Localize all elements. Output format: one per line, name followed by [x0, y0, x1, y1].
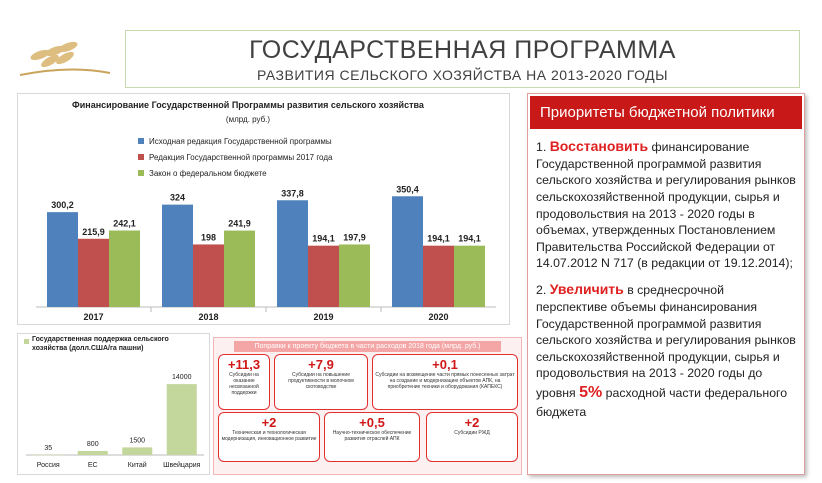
- legend-swatch: [138, 138, 144, 144]
- chart-title: Государственная поддержка сельского хозя…: [32, 336, 169, 353]
- amendment-box: +11,3 Субсидии на оказание несвязанной по…: [218, 354, 270, 410]
- x-tick-label: 2017: [83, 312, 103, 322]
- value-label: 194,1: [458, 234, 481, 244]
- legend-swatch: [138, 154, 144, 160]
- amendment-value: +2: [464, 415, 480, 430]
- amendment-text: Субсидии на оказание несвязанной поддерж…: [229, 372, 259, 396]
- amendment-text: Субсидии на повышение продуктивности в м…: [288, 372, 354, 390]
- chart-support: Государственная поддержка сельского хозя…: [17, 333, 210, 475]
- value-label: 194,1: [427, 234, 450, 244]
- value-label: 194,1: [312, 234, 335, 244]
- wheat-icon: [19, 41, 111, 76]
- chart-funding: Финансирование Государственной Программы…: [17, 93, 510, 325]
- priority-text: финансирование Государственной программо…: [536, 140, 796, 271]
- bar: [162, 204, 193, 307]
- priority-emphasis: Восстановить: [549, 138, 649, 154]
- amendment-box: +0,5 Научно-техническое обеспечение разви…: [324, 412, 420, 462]
- value-label: 300,2: [51, 200, 74, 210]
- header-subtitle: РАЗВИТИЯ СЕЛЬСКОГО ХОЗЯЙСТВА НА 2013-202…: [256, 67, 669, 83]
- value-label: 337,8: [281, 188, 304, 198]
- bar: [78, 238, 109, 307]
- legend-label: Исходная редакция Государственной програ…: [149, 137, 332, 146]
- value-label: 800: [87, 441, 99, 448]
- amendment-value: +7,9: [308, 357, 334, 372]
- legend-label: Редакция Государственной программы 2017 …: [149, 153, 333, 162]
- bar: [47, 212, 78, 307]
- value-label: 14000: [172, 374, 192, 381]
- amendment-text: Субсидии РЖД: [454, 430, 490, 436]
- header: ГОСУДАРСТВЕННАЯ ПРОГРАММА РАЗВИТИЯ СЕЛЬС…: [125, 30, 800, 88]
- header-title: ГОСУДАРСТВЕННАЯ ПРОГРАММА: [249, 36, 676, 64]
- bar: [308, 245, 339, 307]
- amendment-box: +2 Техническая и технологическая модерниз…: [218, 412, 320, 462]
- amendment-box: +2 Субсидии РЖД: [426, 412, 518, 462]
- x-tick-label: Швейцария: [163, 461, 201, 469]
- x-tick-label: Китай: [128, 461, 147, 469]
- bar: [166, 384, 197, 455]
- bar: [423, 245, 454, 307]
- x-tick-label: ЕС: [88, 462, 98, 469]
- amendments: Поправки к проекту бюджета в части расхо…: [213, 337, 522, 475]
- bar: [392, 196, 423, 307]
- priorities: Приоритеты бюджетной политики 1. Восстан…: [527, 93, 805, 475]
- priority-emphasis: 5%: [579, 383, 603, 401]
- amendment-text: Техническая и технологическая модернизац…: [221, 430, 317, 442]
- priority-item: 2. Увеличить в среднесрочной перспективе…: [528, 274, 804, 422]
- value-label: 241,9: [228, 219, 251, 229]
- priority-text: 2.: [536, 283, 550, 298]
- priority-text: 1.: [536, 140, 550, 154]
- legend-swatch: [138, 170, 144, 176]
- amendment-box: +7,9 Субсидии на повышение продуктивности…: [274, 354, 368, 410]
- chart-subtitle: (млрд. руб.): [226, 115, 270, 124]
- value-label: 215,9: [82, 227, 105, 237]
- bar: [77, 450, 108, 455]
- amendment-box: +0,1 Субсидии на возмещение части прямых …: [372, 354, 518, 410]
- amendment-value: +0,5: [359, 415, 385, 430]
- bar: [33, 454, 64, 456]
- priority-item: 1. Восстановить финансирование Государст…: [528, 131, 804, 274]
- x-tick-label: 2018: [198, 312, 218, 322]
- bar: [277, 200, 308, 307]
- amendments-title: Поправки к проекту бюджета в части расхо…: [234, 341, 501, 352]
- bar: [339, 244, 370, 307]
- value-label: 198: [201, 232, 216, 242]
- legend-swatch: [24, 339, 29, 344]
- x-tick-label: 2020: [428, 312, 448, 322]
- bar: [109, 230, 140, 307]
- legend-label: Закон о федеральном бюджете: [149, 169, 267, 178]
- bar: [122, 447, 153, 455]
- priority-emphasis: Увеличить: [549, 281, 624, 298]
- value-label: 350,4: [396, 184, 419, 194]
- value-label: 1500: [129, 437, 145, 444]
- amendment-text: Субсидии на возмещение части прямых поне…: [375, 372, 515, 390]
- value-label: 324: [170, 193, 185, 203]
- bar: [193, 244, 224, 307]
- amendment-value: +11,3: [227, 357, 261, 372]
- chart-title: Финансирование Государственной Программы…: [72, 100, 425, 110]
- value-label: 35: [44, 445, 52, 452]
- amendment-text: Научно-техническое обеспечение развития …: [332, 430, 412, 442]
- x-tick-label: Россия: [37, 462, 60, 469]
- value-label: 197,9: [343, 232, 366, 242]
- priority-text: расходной части федерального бюджета: [536, 385, 788, 419]
- x-tick-label: 2019: [313, 312, 333, 322]
- priority-text: в среднесрочной перспективе объемы финан…: [536, 283, 796, 400]
- title-box: Государственная поддержка сельского хозя…: [32, 336, 169, 353]
- priorities-title: Приоритеты бюджетной политики: [530, 96, 802, 129]
- bar: [224, 230, 255, 307]
- value-label: 242,1: [113, 218, 136, 228]
- amendment-value: +2: [261, 415, 277, 430]
- amendment-value: +0,1: [432, 357, 458, 372]
- bar: [454, 245, 485, 307]
